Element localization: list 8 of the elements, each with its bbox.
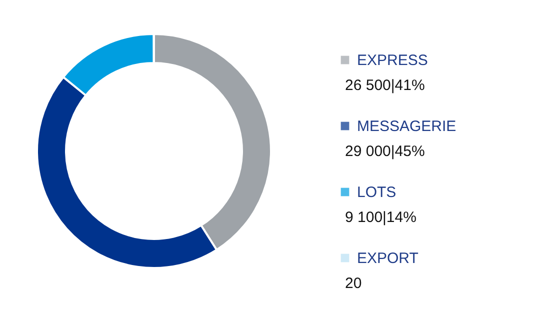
- data-label: 26 500|41%: [345, 77, 425, 94]
- legend-label: LOTS: [357, 184, 396, 201]
- data-label: 9 100|14%: [345, 209, 416, 226]
- data-label: 20: [345, 275, 362, 292]
- legend-label: EXPRESS: [357, 52, 428, 69]
- legend-label: MESSAGERIE: [357, 118, 456, 135]
- legend-label: EXPORT: [357, 250, 418, 267]
- data-label: 29 000|45%: [345, 143, 425, 160]
